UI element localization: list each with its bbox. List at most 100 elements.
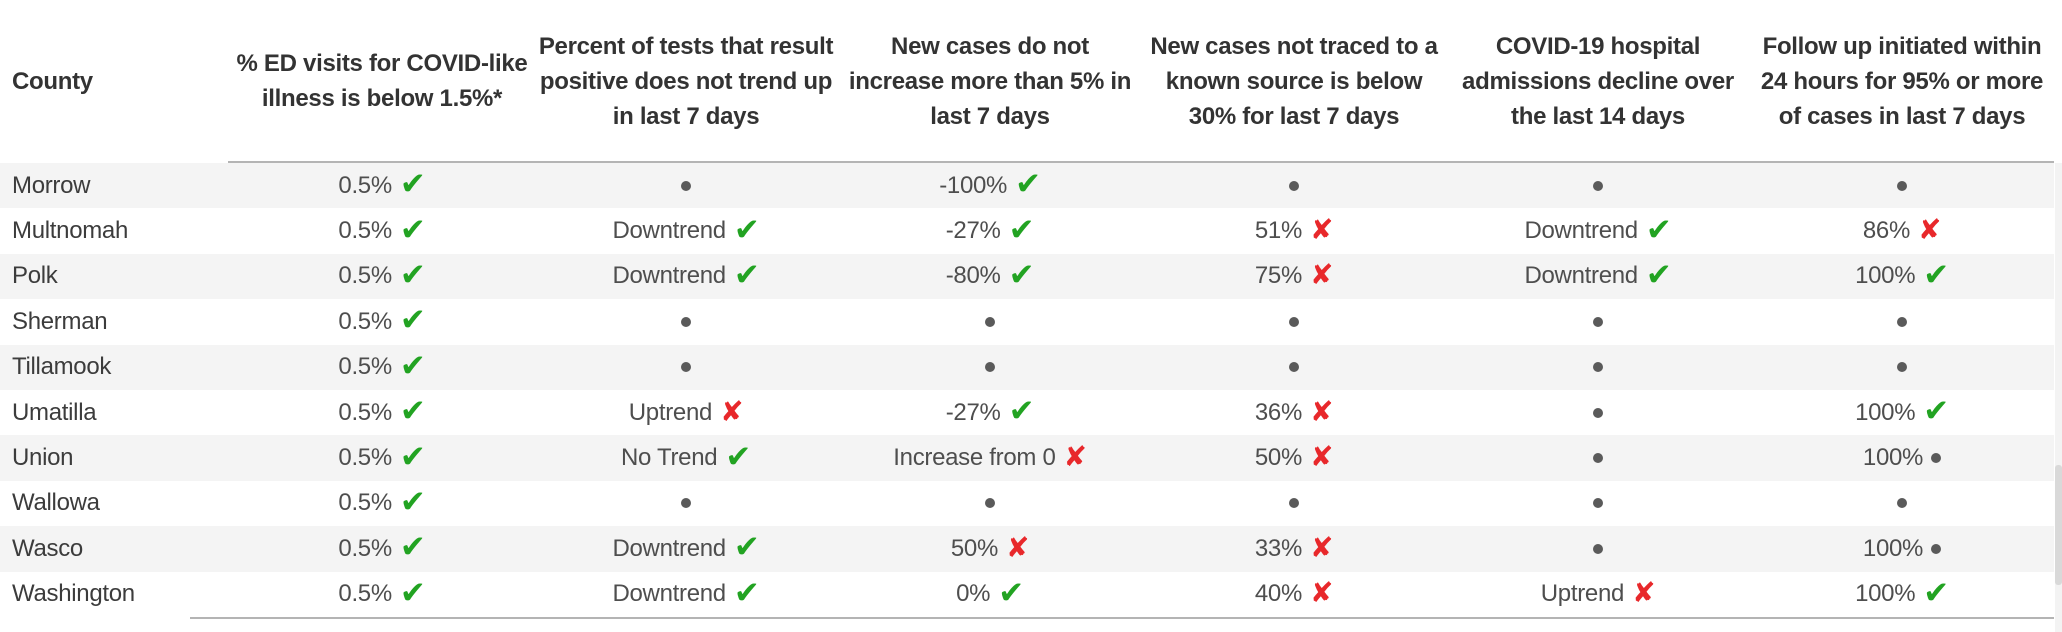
table-row: Umatilla 0.5% ✔ Uptrend ✘ -27% ✔ 36% ✘ 100% ✔ — [0, 390, 2054, 435]
vertical-scrollbar[interactable] — [2055, 163, 2062, 632]
metric-cell[interactable]: 100% ✔ — [1750, 259, 2054, 292]
county-label: Multnomah — [12, 217, 129, 245]
metric-cell[interactable] — [1750, 362, 2054, 373]
metric-cell[interactable]: 0.5% ✔ — [230, 532, 534, 564]
metric-cell[interactable] — [1750, 180, 2054, 191]
metric-cell[interactable]: -27% ✔ — [838, 396, 1142, 428]
table-header-row: County % ED visits for COVID-like illnes… — [0, 0, 2054, 162]
check-icon: ✔ — [399, 393, 426, 430]
county-label: Union — [12, 444, 74, 472]
metric-cell[interactable] — [534, 498, 838, 509]
metric-cell[interactable]: 0.5% ✔ — [230, 438, 534, 475]
metric-cell[interactable] — [534, 362, 838, 373]
metric-cell[interactable] — [838, 362, 1142, 373]
metric-value: 100% — [1855, 262, 1916, 290]
metric-cell[interactable]: Downtrend ✔ — [1446, 259, 1750, 292]
county-cell[interactable]: Polk — [0, 262, 230, 290]
metric-value: 51% — [1254, 217, 1302, 245]
county-cell[interactable]: Umatilla — [0, 399, 230, 427]
metric-value: Downtrend — [1524, 217, 1638, 245]
column-header-hospital-admissions: COVID-19 hospital admissions decline ove… — [1446, 0, 1750, 162]
metric-cell[interactable]: 0.5% ✔ — [230, 214, 534, 247]
cross-icon: ✘ — [1309, 530, 1334, 564]
metric-value: 100% — [1862, 444, 1924, 472]
county-cell[interactable]: Morrow — [0, 172, 230, 200]
metric-cell[interactable]: 0.5% ✔ — [230, 350, 534, 383]
metric-cell[interactable]: 100% — [1750, 535, 2054, 563]
metric-cell[interactable] — [1446, 180, 1750, 191]
metric-cell[interactable]: 36% ✘ — [1142, 397, 1446, 427]
metric-cell[interactable] — [534, 316, 838, 327]
county-cell[interactable]: Washington — [0, 580, 230, 608]
county-cell[interactable]: Wasco — [0, 535, 230, 563]
county-cell[interactable]: Multnomah — [0, 217, 230, 245]
metric-cell[interactable] — [1142, 498, 1446, 509]
metric-cell[interactable]: 86% ✘ — [1750, 216, 2054, 245]
metric-cell[interactable]: Downtrend ✔ — [534, 532, 838, 564]
metric-cell[interactable]: 0.5% ✔ — [230, 259, 534, 292]
metric-cell[interactable]: 33% ✘ — [1142, 530, 1446, 564]
check-icon: ✔ — [1015, 166, 1041, 203]
metric-cell[interactable]: 75% ✘ — [1142, 261, 1446, 290]
scrollbar-thumb[interactable] — [2055, 465, 2062, 585]
metric-cell[interactable]: 0.5% ✔ — [230, 574, 534, 611]
check-icon: ✔ — [399, 438, 426, 475]
metric-cell[interactable]: 0.5% ✔ — [230, 393, 534, 430]
metric-cell[interactable]: -80% ✔ — [838, 259, 1142, 292]
metric-value: Downtrend — [612, 262, 726, 290]
metric-cell[interactable]: -100% ✔ — [838, 166, 1142, 203]
cross-icon: ✘ — [1309, 576, 1334, 610]
metric-cell[interactable] — [1446, 498, 1750, 509]
check-icon: ✔ — [399, 166, 426, 203]
metric-cell[interactable]: Downtrend ✔ — [534, 214, 838, 247]
metric-value: Downtrend — [612, 580, 726, 608]
county-cell[interactable]: Wallowa — [0, 489, 230, 517]
metric-cell[interactable]: Uptrend ✘ — [1446, 576, 1750, 610]
dot-icon — [1593, 498, 1603, 509]
metric-cell[interactable] — [1142, 362, 1446, 373]
dot-icon — [1593, 543, 1603, 554]
metric-cell[interactable] — [1446, 316, 1750, 327]
metric-cell[interactable]: 51% ✘ — [1142, 216, 1446, 245]
metric-cell[interactable] — [1142, 180, 1446, 191]
metric-cell[interactable] — [1446, 362, 1750, 373]
dot-icon — [681, 362, 691, 373]
metric-cell[interactable] — [1142, 316, 1446, 327]
metric-cell[interactable]: Increase from 0 ✘ — [838, 443, 1142, 472]
check-icon: ✔ — [399, 574, 426, 611]
metric-value: 0% — [956, 580, 991, 608]
county-label: Umatilla — [12, 398, 97, 426]
county-cell[interactable]: Tillamook — [0, 353, 230, 381]
metric-cell[interactable]: Uptrend ✘ — [534, 397, 838, 427]
county-cell[interactable]: Union — [0, 444, 230, 472]
metric-cell[interactable] — [1446, 453, 1750, 464]
county-cell[interactable]: Sherman — [0, 308, 230, 336]
metric-value: 100% — [1855, 398, 1916, 426]
metric-cell[interactable]: 40% ✘ — [1142, 576, 1446, 610]
metric-cell[interactable] — [534, 180, 838, 191]
metric-cell[interactable]: 0.5% ✔ — [230, 166, 534, 203]
metric-cell[interactable]: 50% ✘ — [838, 533, 1142, 563]
metric-cell[interactable]: 100% ✔ — [1750, 577, 2054, 610]
metric-cell[interactable] — [1446, 543, 1750, 554]
metric-cell[interactable]: Downtrend ✔ — [534, 577, 838, 610]
metric-cell[interactable]: 100% — [1750, 444, 2054, 472]
metric-cell[interactable]: 100% ✔ — [1750, 396, 2054, 428]
metric-cell[interactable]: -27% ✔ — [838, 214, 1142, 247]
metric-cell[interactable]: Downtrend ✔ — [1446, 214, 1750, 247]
metric-cell[interactable] — [1446, 407, 1750, 418]
dot-icon — [681, 316, 691, 327]
metric-cell[interactable]: Downtrend ✔ — [534, 259, 838, 292]
metric-cell[interactable]: 0.5% ✔ — [230, 483, 534, 520]
check-icon: ✔ — [399, 483, 426, 520]
metric-cell[interactable] — [838, 316, 1142, 327]
metric-cell[interactable]: 50% ✘ — [1142, 443, 1446, 472]
metric-cell[interactable]: No Trend ✔ — [534, 441, 838, 474]
dot-icon — [1897, 180, 1907, 191]
metric-cell[interactable]: 0.5% ✔ — [230, 305, 534, 337]
metric-cell[interactable] — [1750, 316, 2054, 327]
metric-cell[interactable] — [838, 498, 1142, 509]
metric-cell[interactable]: 0% ✔ — [838, 577, 1142, 610]
cross-icon: ✘ — [1632, 576, 1656, 610]
metric-cell[interactable] — [1750, 498, 2054, 509]
